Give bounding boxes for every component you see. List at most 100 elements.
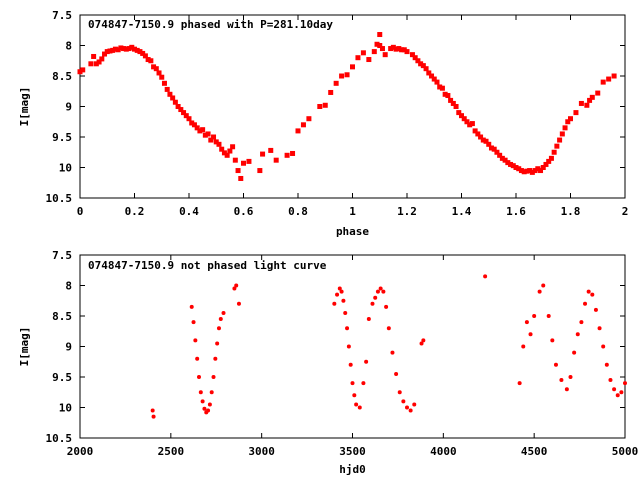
panel1-ytick-label: 9.5 bbox=[52, 131, 72, 144]
panel2-data-point bbox=[586, 289, 591, 294]
panel1-data-point bbox=[459, 113, 464, 119]
panel1-data-point bbox=[197, 128, 203, 134]
panel1-data-point bbox=[93, 61, 99, 67]
panel1-data-point bbox=[172, 99, 178, 105]
panel1-data-point bbox=[123, 46, 129, 52]
panel2-xtick-label: 5000 bbox=[612, 445, 639, 458]
panel1-data-point bbox=[211, 134, 217, 140]
panel2-data-point bbox=[615, 393, 620, 398]
panel2-data-point bbox=[517, 381, 522, 386]
panel1-data-point bbox=[77, 69, 83, 75]
panel1-data-point bbox=[527, 168, 533, 174]
panel1-data-point bbox=[415, 58, 421, 64]
panel2-data-point bbox=[189, 304, 194, 309]
panel2-ytick-label: 8 bbox=[65, 280, 72, 293]
panel1-xtick-label: 0.4 bbox=[179, 205, 199, 218]
panel1-data-point bbox=[584, 102, 590, 108]
panel1-data-point bbox=[170, 95, 176, 101]
panel2-xtick-label: 2000 bbox=[67, 445, 94, 458]
panel2-data-point bbox=[568, 375, 573, 379]
panel1-data-point bbox=[600, 79, 606, 85]
panel2-data-point bbox=[232, 286, 237, 291]
panel1-data-point bbox=[475, 131, 481, 137]
panel1-data-point bbox=[379, 46, 385, 52]
panel1-data-point bbox=[268, 147, 274, 153]
panel2-data-point bbox=[202, 406, 207, 411]
panel1-ytick-label: 8.5 bbox=[52, 70, 72, 83]
panel1-data-point bbox=[478, 134, 484, 140]
panel1-data-point bbox=[339, 73, 345, 79]
panel1-data-point bbox=[132, 46, 137, 52]
panel1-data-point bbox=[360, 50, 366, 56]
panel2-data-point bbox=[528, 332, 533, 337]
panel1-data-point bbox=[513, 165, 519, 170]
panel2-data-point bbox=[390, 350, 395, 355]
panel1-ytick-label: 7.5 bbox=[52, 9, 72, 22]
panel2-chart-title: 074847-7150.9 not phased light curve bbox=[88, 259, 327, 272]
panel2-data-point bbox=[236, 301, 241, 306]
panel1-data-point bbox=[118, 45, 124, 51]
panel2-data-point bbox=[350, 381, 355, 386]
panel1-data-point bbox=[161, 80, 167, 86]
panel1-data-point bbox=[434, 79, 440, 85]
panel1-data-point bbox=[535, 166, 541, 172]
panel1-data-point bbox=[374, 41, 380, 47]
panel2-data-point bbox=[612, 387, 617, 392]
panel2-data-point bbox=[198, 390, 203, 395]
panel2-x-axis-label: hjd0 bbox=[339, 463, 366, 476]
panel1-data-point bbox=[401, 47, 407, 53]
panel1-data-point bbox=[112, 46, 118, 52]
panel1-data-point bbox=[333, 80, 339, 86]
panel1-data-point bbox=[290, 150, 296, 156]
panel2-data-point bbox=[200, 399, 205, 404]
panel1-data-point bbox=[300, 122, 306, 128]
panel1-data-point bbox=[241, 160, 246, 166]
panel1-data-point bbox=[494, 149, 500, 155]
panel1-data-point bbox=[573, 110, 579, 116]
panel1-data-point bbox=[159, 74, 165, 80]
panel1-data-point bbox=[595, 90, 601, 96]
panel1-data-point bbox=[418, 61, 424, 67]
panel2-data-point bbox=[550, 338, 555, 343]
panel2-data-point bbox=[346, 344, 351, 349]
panel1-data-point bbox=[126, 46, 132, 52]
panel2-data-point bbox=[357, 405, 362, 410]
panel1-data-point bbox=[183, 113, 189, 119]
panel2-data-point bbox=[218, 317, 223, 322]
panel1-data-point bbox=[202, 132, 208, 138]
panel1-data-point bbox=[554, 143, 560, 149]
panel1-data-point bbox=[221, 150, 227, 156]
panel1-data-point bbox=[121, 46, 127, 52]
panel1-data-point bbox=[148, 58, 154, 64]
panel1-data-point bbox=[175, 104, 181, 109]
panel1-xtick-label: 0 bbox=[77, 205, 84, 218]
panel1-data-point bbox=[568, 116, 573, 122]
panel2-data-point bbox=[335, 292, 340, 297]
panel1-data-point bbox=[102, 51, 108, 57]
panel1-data-point bbox=[344, 72, 350, 78]
panel1-data-point bbox=[543, 161, 549, 167]
panel2-ytick-label: 9 bbox=[65, 341, 72, 354]
panel1-ytick-label: 9 bbox=[65, 101, 72, 114]
panel1-data-point bbox=[399, 47, 405, 53]
panel1-data-point bbox=[88, 61, 94, 67]
panel1-data-point bbox=[306, 116, 312, 122]
panel2-data-point bbox=[337, 286, 342, 291]
panel1-data-point bbox=[464, 119, 470, 125]
panel1-data-point bbox=[404, 49, 410, 55]
panel2-xtick-label: 4500 bbox=[521, 445, 548, 458]
panel2-data-point bbox=[386, 326, 391, 331]
panel1-data-point bbox=[508, 161, 514, 167]
panel1-data-point bbox=[350, 64, 355, 70]
panel2-data-point bbox=[597, 326, 602, 331]
panel2-data-point bbox=[234, 283, 239, 288]
panel1-data-point bbox=[450, 100, 456, 106]
panel1-data-point bbox=[156, 70, 162, 76]
panel1-data-point bbox=[426, 70, 432, 76]
panel1-data-point bbox=[445, 93, 451, 99]
panel1-xtick-label: 0.8 bbox=[288, 205, 308, 218]
panel2-data-point bbox=[375, 289, 380, 294]
panel2-data-point bbox=[213, 356, 218, 361]
panel2-data-point bbox=[408, 408, 413, 413]
panel1-data-point bbox=[469, 121, 475, 127]
